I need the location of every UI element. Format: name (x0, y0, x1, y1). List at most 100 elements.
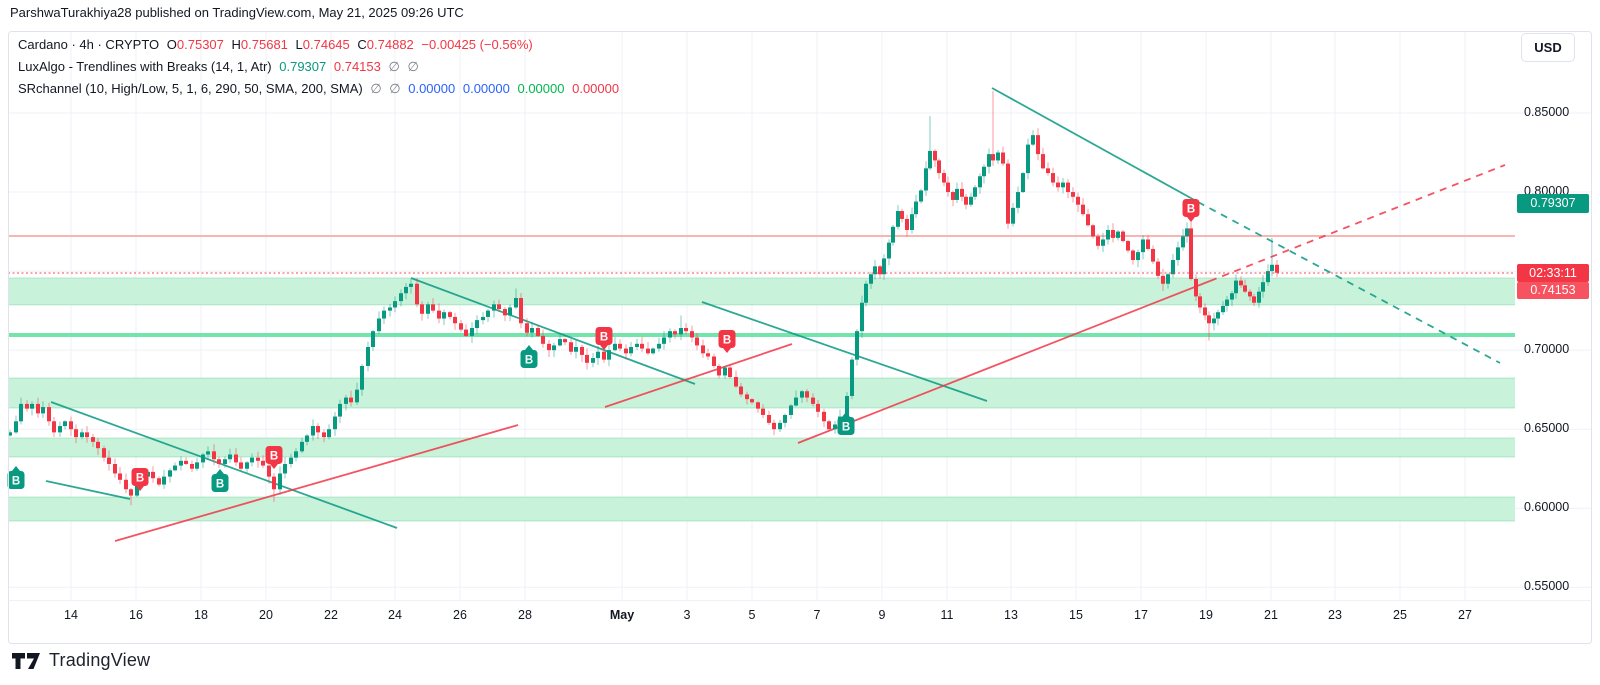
symbol-legend-row[interactable]: Cardano · 4h · CRYPTO O0.75307 H0.75681 … (18, 37, 537, 55)
candle-up (1266, 271, 1270, 283)
candle-up (388, 307, 392, 311)
candle-down (1126, 241, 1130, 251)
high-value: 0.75681 (240, 37, 288, 52)
candle-up (887, 242, 891, 259)
candle-up (289, 457, 293, 464)
candle-down (1046, 168, 1050, 174)
candle-down (761, 408, 765, 415)
candle-up (14, 421, 18, 433)
candle-down (1036, 135, 1040, 155)
candle-up (955, 188, 959, 200)
break-label-bubble (265, 446, 283, 464)
time-tick-label: 16 (129, 608, 143, 622)
srchannel-indicator-row[interactable]: SRchannel (10, High/Low, 5, 1, 6, 290, 5… (18, 81, 623, 99)
candle-up (1061, 182, 1065, 188)
candle-down (1091, 225, 1095, 237)
candle-down (580, 346, 584, 355)
sr-zone-band (8, 377, 1515, 409)
candle-up (8, 432, 12, 436)
candle-up (1011, 207, 1015, 224)
trendline (114, 424, 519, 542)
tradingview-branding[interactable]: TradingView (12, 650, 150, 671)
time-tick-label: 22 (324, 608, 338, 622)
candle-up (914, 201, 918, 215)
time-tick-label: 23 (1328, 608, 1342, 622)
candle-down (690, 331, 694, 338)
candle-up (19, 403, 23, 422)
candle-up (783, 414, 787, 423)
candle-up (1171, 260, 1175, 275)
candle-down (437, 310, 441, 319)
time-tick-label: 28 (518, 608, 532, 622)
candle-up (228, 454, 232, 460)
candle-down (745, 394, 749, 400)
candle-up (382, 310, 386, 319)
empty-value-icon: ∅ (370, 81, 382, 96)
candle-down (1275, 264, 1279, 273)
break-label-pointer (1187, 217, 1195, 222)
candle-down (933, 150, 937, 161)
candle-down (1076, 196, 1080, 205)
candle-down (1198, 296, 1202, 308)
srchannel-value-3: 0.00000 (517, 81, 565, 96)
candle-up (662, 337, 666, 344)
price-tick-label: 0.70000 (1524, 342, 1570, 357)
candle-down (684, 328, 688, 332)
candle-down (47, 407, 51, 422)
candle-down (1041, 154, 1045, 169)
candle-down (431, 304, 435, 311)
candle-down (234, 454, 238, 463)
candle-up (245, 462, 249, 469)
candle-up (651, 348, 655, 354)
trendline (797, 280, 1211, 444)
break-label-bubble (131, 468, 149, 486)
sr-zone-band (8, 438, 1515, 458)
change-value: −0.00425 (−0.56%) (421, 37, 533, 52)
candle-down (1006, 163, 1010, 224)
trendline (604, 343, 793, 408)
candle-down (701, 345, 705, 354)
candle-down (36, 403, 40, 414)
break-label-text: B (842, 422, 850, 434)
candle-up (206, 451, 210, 455)
empty-value-icon: ∅ (389, 81, 401, 96)
candle-up (864, 283, 868, 303)
candle-down (1066, 182, 1070, 193)
break-label-pointer (600, 345, 608, 350)
sr-zone-band (8, 497, 1515, 522)
candle-down (1203, 307, 1207, 316)
candle-down (739, 386, 743, 395)
candle-down (107, 457, 111, 464)
candle-down (1051, 173, 1055, 183)
candle-up (366, 346, 370, 366)
candle-down (190, 463, 194, 469)
candle-up (596, 351, 600, 359)
candle-down (1243, 285, 1247, 292)
candle-up (1221, 305, 1225, 313)
candle-up (855, 331, 859, 360)
candle-up (635, 343, 639, 347)
break-label-text: B (136, 473, 144, 485)
candle-down (464, 329, 468, 336)
candle-down (569, 342, 573, 352)
candle-up (135, 484, 139, 496)
candle-down (91, 437, 95, 442)
candle-up (442, 312, 446, 319)
candle-down (497, 304, 501, 310)
tradingview-logo-icon (12, 652, 40, 669)
candle-down (951, 192, 955, 200)
candle-down (991, 154, 995, 161)
luxalgo-indicator-row[interactable]: LuxAlgo - Trendlines with Breaks (14, 1,… (18, 59, 423, 77)
candle-up (58, 426, 62, 433)
currency-selector[interactable]: USD (1521, 33, 1575, 62)
candle-up (1166, 274, 1170, 284)
candle-down (118, 473, 122, 480)
candle-down (646, 348, 650, 354)
break-label-bubble (1182, 199, 1200, 217)
candle-down (640, 343, 644, 349)
candle-down (415, 283, 419, 305)
candle-up (924, 168, 928, 191)
candle-up (223, 459, 227, 464)
sr-zone-band (8, 278, 1515, 305)
